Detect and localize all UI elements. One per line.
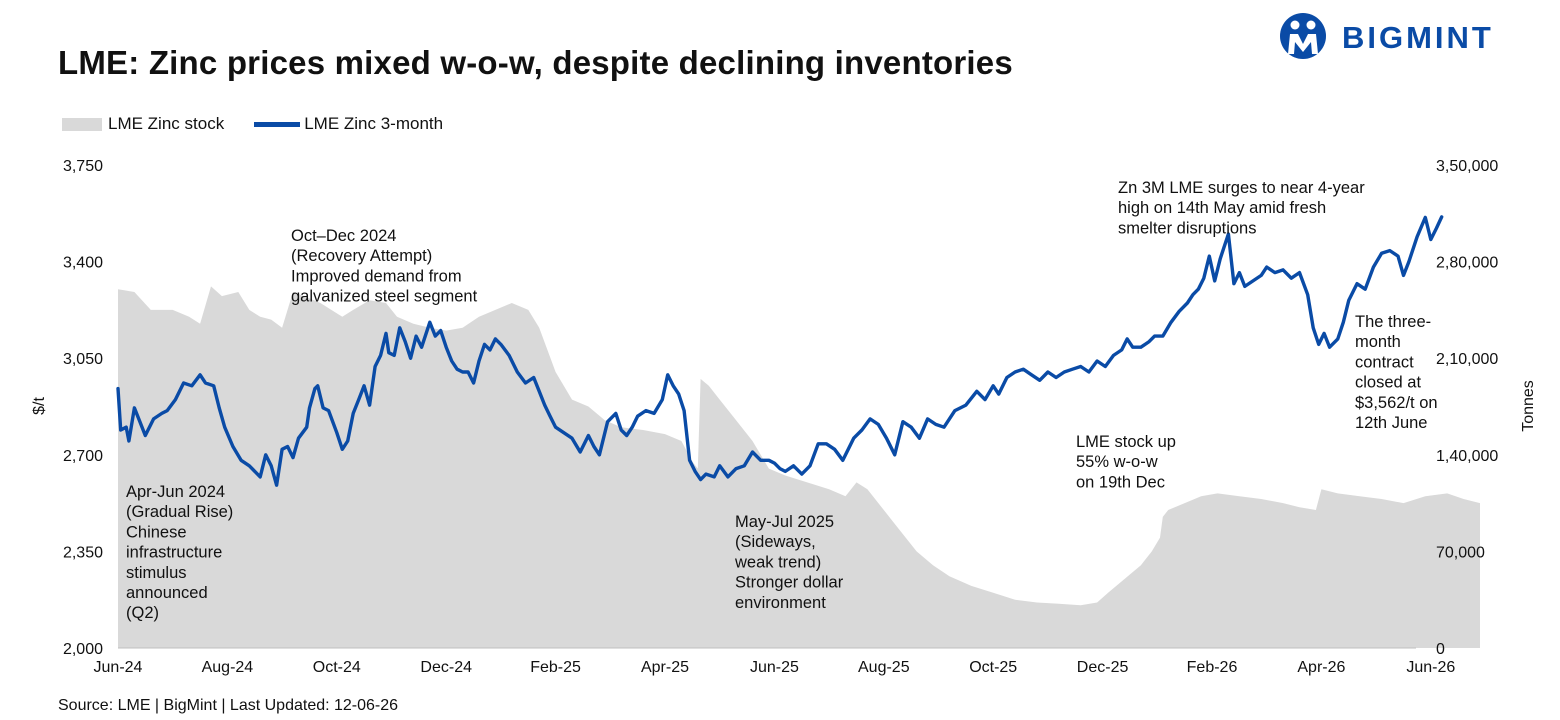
x-tick-label: Aug-24	[202, 659, 254, 676]
annotation-line: (Recovery Attempt)	[291, 247, 432, 265]
annotation-line: Apr-Jun 2024	[126, 483, 225, 501]
annotation-line: (Q2)	[126, 604, 159, 622]
y-left-tick-label: 2,350	[63, 544, 103, 561]
y-left-tick-label: 3,750	[63, 158, 103, 175]
x-tick-label: Oct-24	[313, 659, 361, 676]
y-right-tick-label: 2,10,000	[1436, 351, 1498, 368]
x-tick-label: Apr-26	[1297, 659, 1345, 676]
x-tick-label: Dec-24	[420, 659, 472, 676]
ann-may-jul-2025: May-Jul 2025 (Sideways, weak trend) Stronge…	[734, 513, 844, 612]
x-tick-label: Feb-25	[530, 659, 581, 676]
legend-label-stock: LME Zinc stock	[108, 114, 225, 133]
annotation-line: May-Jul 2025	[735, 513, 834, 531]
annotation-line: Stronger dollar	[735, 574, 844, 592]
stock-area-series	[118, 286, 1480, 648]
annotation-line: $3,562/t on	[1355, 394, 1438, 412]
annotation-line: Zn 3M LME surges to near 4-year	[1118, 179, 1365, 197]
annotation-line: contract	[1355, 353, 1414, 371]
annotation-line: galvanized steel segment	[291, 288, 478, 306]
annotation-line: stimulus	[126, 564, 187, 582]
annotation-line: weak trend)	[734, 553, 821, 571]
annotation-line: Oct–Dec 2024	[291, 227, 396, 245]
y-right-axis-title: Tonnes	[1520, 380, 1537, 432]
y-left-tick-label: 2,700	[63, 448, 103, 465]
annotation-line: infrastructure	[126, 544, 222, 562]
x-tick-label: Oct-25	[969, 659, 1017, 676]
legend-label-price: LME Zinc 3-month	[304, 114, 444, 133]
x-tick-label: Apr-25	[641, 659, 689, 676]
y-right-tick-label: 70,000	[1436, 544, 1485, 561]
stock-area-layer	[118, 286, 1480, 648]
ann-surge: Zn 3M LME surges to near 4-year high on 1…	[1118, 179, 1365, 237]
annotation-line: smelter disruptions	[1118, 219, 1256, 237]
ann-apr-jun-2024: Apr-Jun 2024 (Gradual Rise) Chinese infrast…	[126, 483, 233, 622]
x-tick-label: Jun-26	[1406, 659, 1455, 676]
chart-legend: LME Zinc stock LME Zinc 3-month	[62, 114, 443, 134]
x-tick-label: Jun-24	[94, 659, 143, 676]
y-left-tick-label: 3,400	[63, 255, 103, 272]
bigmint-logo-icon	[1280, 13, 1326, 59]
ann-oct-dec-2024: Oct–Dec 2024 (Recovery Attempt) Improved d…	[291, 227, 478, 306]
ann-stock-up: LME stock up 55% w-o-w on 19th Dec	[1076, 433, 1176, 491]
annotation-line: Chinese	[126, 523, 187, 541]
x-tick-label: Feb-26	[1187, 659, 1238, 676]
y-right-tick-label: 1,40,000	[1436, 448, 1498, 465]
ann-close: The three-month contract closed at $3,562/t…	[1355, 313, 1438, 432]
legend-swatch-price	[254, 121, 301, 127]
brand-name: BIGMINT	[1342, 20, 1494, 55]
y-right-tick-label: 0	[1436, 641, 1445, 658]
price-line-series	[116, 215, 1444, 487]
annotation-line: LME stock up	[1076, 433, 1176, 451]
y-left-axis-title: $/t	[31, 397, 48, 415]
x-tick-label: Aug-25	[858, 659, 910, 676]
annotation-line: on 19th Dec	[1076, 473, 1165, 491]
annotations-layer: Apr-Jun 2024 (Gradual Rise) Chinese infrast…	[126, 179, 1438, 622]
x-tick-label: Dec-25	[1077, 659, 1129, 676]
annotation-line: closed at	[1355, 374, 1421, 392]
annotation-line: 12th June	[1355, 414, 1427, 432]
price-line-layer	[116, 215, 1444, 487]
annotation-line: month	[1355, 333, 1401, 351]
y-right-tick-label: 2,80,000	[1436, 255, 1498, 272]
annotation-line: announced	[126, 584, 208, 602]
axes-layer: 2,000 2,350 2,700 3,050 3,400 3,750 0 70,000 1,4…	[31, 158, 1537, 676]
annotation-line: high on 14th May amid fresh	[1118, 199, 1326, 217]
annotation-line: Improved demand from	[291, 267, 462, 285]
y-left-tick-label: 3,050	[63, 351, 103, 368]
x-tick-label: Jun-25	[750, 659, 799, 676]
y-right-tick-label: 3,50,000	[1436, 158, 1498, 175]
chart-title: LME: Zinc prices mixed w-o-w, despite de…	[58, 44, 1013, 81]
annotation-line: environment	[735, 594, 826, 612]
y-left-tick-label: 2,000	[63, 641, 103, 658]
annotation-line: 55% w-o-w	[1076, 453, 1158, 471]
annotation-line: (Sideways,	[735, 533, 816, 551]
legend-swatch-stock	[62, 117, 102, 131]
bigmint-logo: BIGMINT	[1280, 13, 1494, 59]
source-note: Source: LME | BigMint | Last Updated: 12…	[58, 697, 399, 714]
annotation-line: (Gradual Rise)	[126, 503, 233, 521]
annotation-line: The three-	[1355, 313, 1431, 331]
